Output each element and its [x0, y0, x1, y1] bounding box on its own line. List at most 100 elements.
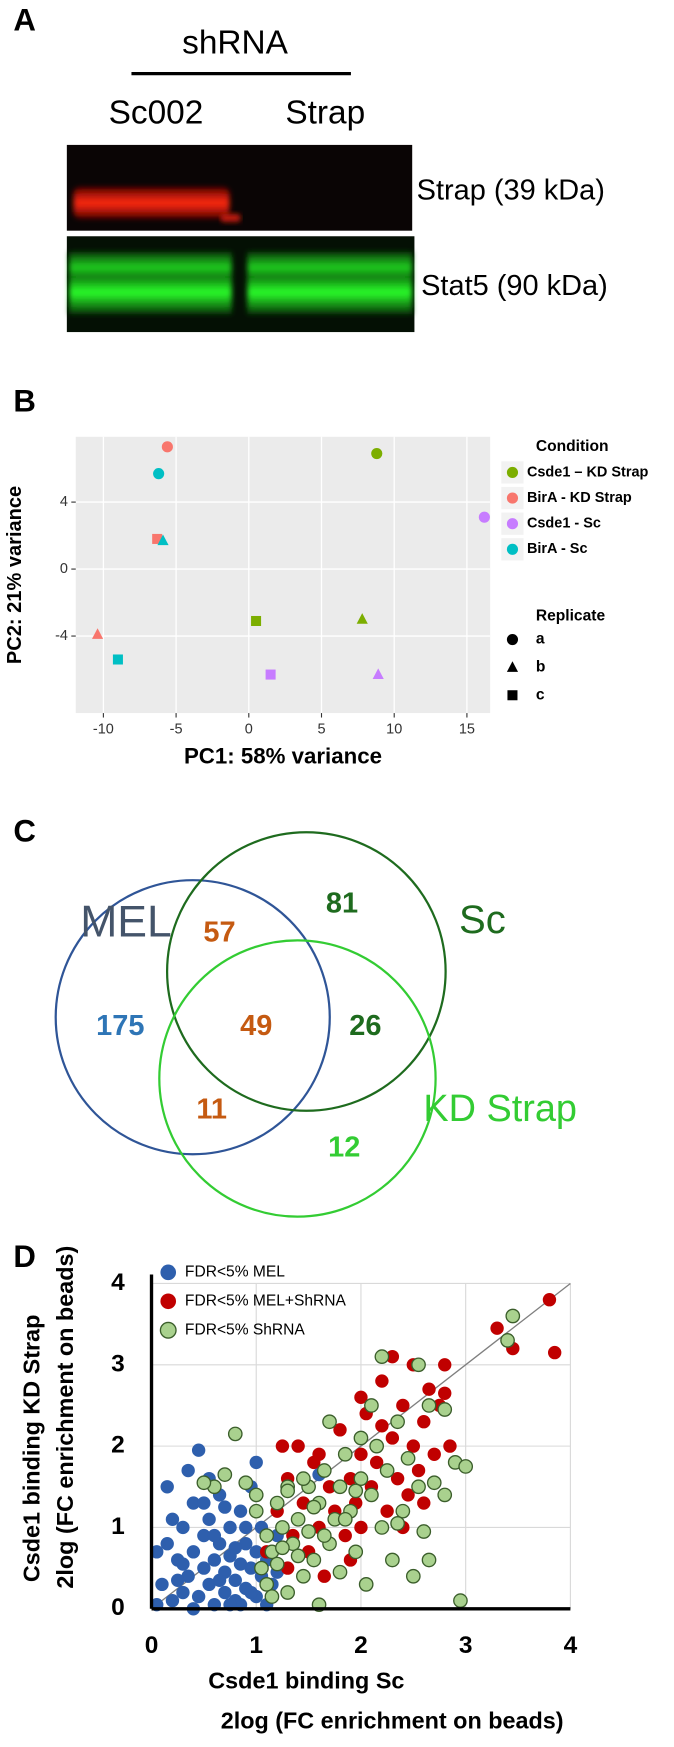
- point: [333, 1423, 347, 1437]
- point: [228, 1573, 242, 1587]
- point: [416, 1524, 432, 1539]
- panel-letter: C: [13, 814, 36, 849]
- legend-marker: [506, 466, 519, 479]
- point: [316, 1528, 332, 1543]
- x-tick-label: 15: [459, 722, 475, 738]
- point: [259, 1577, 275, 1592]
- band-label: Stat5 (90 kDa): [421, 270, 608, 302]
- point: [91, 628, 104, 639]
- point: [338, 1528, 352, 1543]
- point: [453, 1593, 468, 1608]
- point: [312, 1447, 326, 1461]
- legend-label: Csde1 - Sc: [527, 516, 601, 532]
- region-count: 26: [349, 1010, 381, 1042]
- point: [155, 1577, 169, 1592]
- y-tick-label: 4: [111, 1269, 125, 1296]
- point: [369, 1438, 385, 1454]
- legend-label: BirA - KD Strap: [527, 490, 632, 506]
- point: [417, 1496, 431, 1510]
- panel-letter: B: [13, 384, 36, 419]
- point: [228, 1541, 242, 1555]
- point: [152, 533, 163, 544]
- blot-band: [247, 251, 413, 315]
- point: [358, 1577, 374, 1592]
- point: [542, 1293, 557, 1307]
- point: [354, 1520, 368, 1535]
- legend-marker: [506, 543, 519, 555]
- x-tick-label: 2: [354, 1632, 368, 1659]
- identity-line: [151, 1282, 571, 1610]
- point: [269, 1556, 285, 1572]
- legend-marker: [506, 518, 519, 530]
- x-tick-label: -5: [170, 722, 183, 738]
- point: [280, 1585, 296, 1600]
- point: [332, 1564, 348, 1580]
- y-tick-label: 4: [60, 494, 68, 510]
- point: [112, 654, 123, 665]
- point: [218, 1500, 232, 1514]
- point: [375, 1419, 389, 1433]
- x-tick-label: 5: [317, 722, 325, 738]
- point: [207, 1528, 222, 1543]
- point: [400, 1450, 416, 1466]
- point: [417, 1415, 431, 1429]
- point: [385, 1552, 400, 1568]
- x-tick-label: 0: [145, 1632, 159, 1659]
- point: [421, 1552, 437, 1568]
- point: [411, 1479, 426, 1495]
- point: [306, 1499, 322, 1515]
- point: [165, 1512, 180, 1526]
- legend-title: Condition: [536, 438, 609, 455]
- x-axis-label: PC1: 58% variance: [184, 744, 382, 769]
- point: [202, 1577, 216, 1592]
- point: [249, 1455, 263, 1470]
- point: [153, 468, 165, 480]
- point: [290, 1511, 306, 1527]
- legend-marker: [160, 1293, 177, 1310]
- point: [244, 1585, 258, 1600]
- set-circle: [54, 879, 331, 1156]
- legend-marker: [160, 1264, 177, 1281]
- point: [406, 1439, 420, 1453]
- point: [171, 1573, 185, 1587]
- band-label: Strap (39 kDa): [417, 174, 605, 206]
- x-tick-label: 0: [245, 722, 253, 738]
- point: [249, 1545, 263, 1559]
- point: [196, 1475, 212, 1491]
- point: [437, 1402, 453, 1417]
- legend-label: Csde1 – KD Strap: [527, 464, 649, 480]
- set-label: Sc: [459, 898, 506, 942]
- point: [437, 1487, 453, 1503]
- point: [316, 1463, 332, 1478]
- point: [165, 1593, 180, 1608]
- region-count: 11: [196, 1093, 227, 1125]
- point: [427, 1447, 441, 1461]
- x-tick-label: 4: [564, 1632, 578, 1659]
- lane-label: Strap: [285, 95, 365, 132]
- point: [275, 1540, 290, 1556]
- point: [505, 1308, 521, 1324]
- point: [197, 1528, 211, 1543]
- point: [379, 1463, 395, 1478]
- point: [371, 447, 383, 460]
- point: [265, 669, 276, 680]
- point: [374, 1349, 390, 1365]
- point: [401, 1488, 415, 1502]
- point: [150, 1545, 164, 1559]
- point: [426, 1475, 442, 1491]
- legend-marker: [506, 492, 519, 504]
- point: [181, 1569, 195, 1583]
- legend-title: Replicate: [536, 607, 606, 624]
- region-count: 49: [240, 1010, 272, 1042]
- point: [385, 1431, 400, 1445]
- point: [157, 534, 169, 546]
- point: [264, 1589, 280, 1604]
- point: [421, 1398, 437, 1413]
- point: [239, 1537, 253, 1551]
- point: [197, 1496, 211, 1510]
- point: [390, 1516, 405, 1531]
- point: [176, 1557, 190, 1571]
- point: [197, 1561, 211, 1575]
- blot-band: [73, 187, 230, 219]
